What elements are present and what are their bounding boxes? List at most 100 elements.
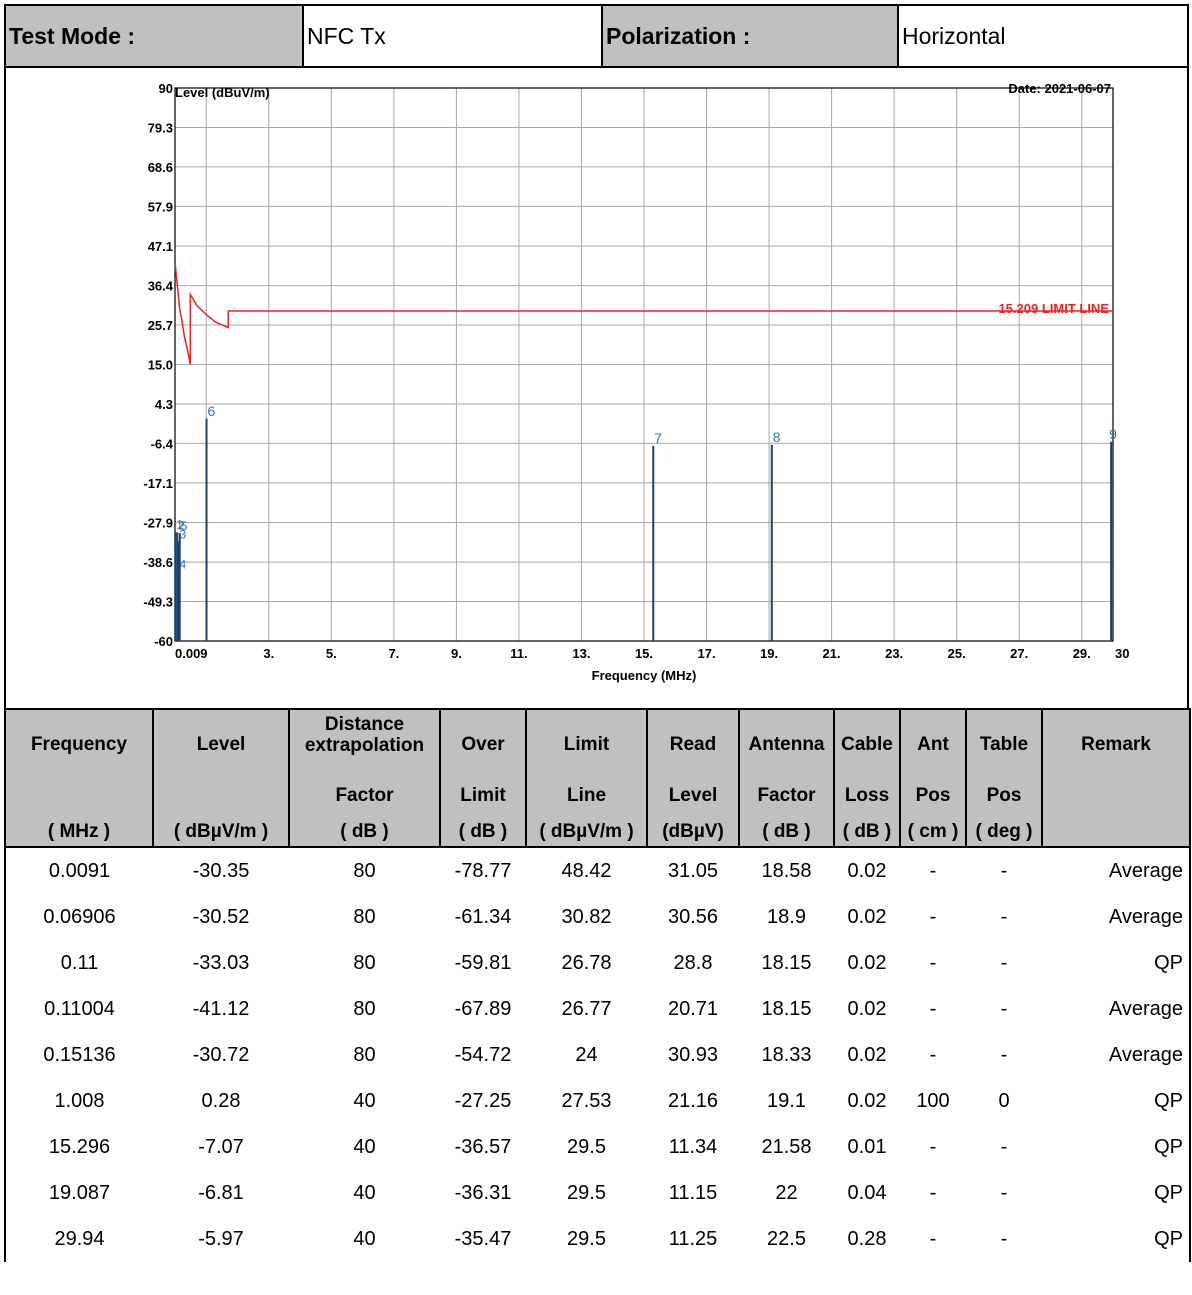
- marker-label: 7: [654, 430, 662, 446]
- table-row: 0.06906 -30.52 80 -61.34 30.82 30.56 18.9 0.02 -…: [4, 894, 1191, 940]
- table-cell: 0.0091: [4, 847, 153, 894]
- table-cell: 29.5: [567, 1135, 606, 1158]
- table-cell: 18.15: [761, 997, 812, 1020]
- table-cell: -27.25: [454, 1089, 512, 1112]
- column-header-line: Ant: [917, 734, 949, 755]
- table-cell: 18.9: [767, 905, 806, 928]
- table-cell: -: [1000, 1227, 1008, 1250]
- y-tick-label: -49.3: [143, 595, 173, 610]
- column-header-line: Over: [461, 734, 505, 755]
- table-cell: -: [1000, 1135, 1008, 1158]
- table-cell: 0.11: [4, 940, 153, 986]
- column-header: Limit Line ( dBµV/m ): [525, 708, 648, 848]
- x-tick-label: 11.: [510, 646, 527, 661]
- polarization-value: Horizontal: [899, 6, 1187, 66]
- table-cell: 18.33: [761, 1043, 812, 1066]
- table-cell: 80: [353, 997, 376, 1020]
- marker-label: 5: [181, 519, 188, 533]
- y-tick-label: -27.9: [143, 516, 173, 531]
- table-cell: -67.89: [454, 997, 512, 1020]
- column-header: Remark: [1041, 708, 1191, 848]
- column-header-line: Table: [979, 734, 1029, 755]
- column-header-line: Level: [196, 734, 246, 755]
- column-header: Over Limit ( dB ): [439, 708, 527, 848]
- table-cell: 40: [353, 1089, 376, 1112]
- table-header-row: Frequency ( MHz ) Level ( dBµV/m ) Distance …: [4, 708, 1191, 848]
- y-tick-label: -38.6: [143, 555, 173, 570]
- table-cell: -35.47: [454, 1227, 512, 1250]
- table-cell: -: [1000, 1043, 1008, 1066]
- chart-series: [174, 264, 1113, 365]
- x-tick-label: 5.: [326, 646, 337, 661]
- column-header-line: Factor: [335, 785, 394, 806]
- table-cell: 80: [353, 1043, 376, 1066]
- y-tick-label: 36.4: [148, 279, 174, 294]
- marker-label: 3: [179, 528, 186, 542]
- table-cell: 18.15: [761, 951, 812, 974]
- table-cell: -: [1000, 859, 1008, 882]
- table-cell: -: [1000, 1181, 1008, 1204]
- emission-chart: 9079.368.657.947.136.425.715.04.3-6.4-17…: [143, 81, 1129, 683]
- chart-panel: 90 79.3 68.6 57.9 47.1 36.4 25.7 15.0 4.3 -6.4 -17…: [4, 66, 1189, 710]
- table-cell: 18.58: [761, 859, 812, 882]
- table-row: 29.94 -5.97 40 -35.47 29.5 11.25 22.5 0.28 - - QP: [4, 1216, 1191, 1262]
- table-cell: 0.02: [847, 1043, 887, 1066]
- table-cell: 0.04: [847, 1181, 887, 1204]
- table-row: 1.008 0.28 40 -27.25 27.53 21.16 19.1 0.02 100 0 Q…: [4, 1078, 1191, 1124]
- test-info-header: Test Mode : NFC Tx Polarization : Horizo…: [4, 4, 1189, 68]
- column-header: Table Pos ( deg ): [965, 708, 1043, 848]
- test-mode-value: NFC Tx: [304, 6, 603, 66]
- measurement-table: Frequency ( MHz ) Level ( dBµV/m ) Distance …: [4, 708, 1191, 1262]
- table-cell: -33.03: [192, 951, 250, 974]
- x-tick-label: 17.: [697, 646, 715, 661]
- table-cell: 27.53: [561, 1089, 612, 1112]
- marker-label: 9: [1109, 426, 1117, 442]
- column-header-line: Line: [566, 785, 607, 806]
- y-tick-label: 57.9: [148, 199, 173, 214]
- column-header-line: Limit: [460, 785, 506, 806]
- table-cell: -59.81: [454, 951, 512, 974]
- limit-line: [174, 264, 1113, 365]
- column-header: Level ( dBµV/m ): [152, 708, 290, 848]
- table-cell: 0.11004: [4, 986, 153, 1032]
- column-header-line: Read: [669, 734, 717, 755]
- table-cell: 21.58: [761, 1135, 812, 1158]
- y-tick-label: 15.0: [148, 358, 173, 373]
- table-cell: 0.02: [847, 1089, 887, 1112]
- table-cell: 40: [353, 1135, 376, 1158]
- column-header-line: Loss: [844, 785, 890, 806]
- x-tick-label: 27.: [1010, 646, 1028, 661]
- test-mode-label: Test Mode :: [6, 6, 304, 66]
- table-cell: 31.05: [667, 859, 719, 882]
- limit-line-label: 15.209 LIMIT LINE: [998, 301, 1109, 316]
- column-header-line: ( dB ): [762, 821, 811, 842]
- table-cell: -: [929, 905, 937, 928]
- y-tick-label: 25.7: [148, 318, 173, 333]
- table-cell: 21.16: [667, 1089, 719, 1112]
- table-row: 0.11004 -41.12 80 -67.89 26.77 20.71 18.15 0.02…: [4, 986, 1191, 1032]
- table-cell: 26.78: [561, 951, 612, 974]
- column-header-line: ( deg ): [975, 821, 1033, 842]
- x-tick-label: 29.: [1073, 646, 1091, 661]
- table-cell: 80: [353, 951, 376, 974]
- column-header-line: Pos: [915, 785, 951, 806]
- table-cell: 11.34: [668, 1135, 718, 1158]
- y-tick-label: 68.6: [148, 160, 173, 175]
- table-cell: -30.35: [192, 859, 250, 882]
- column-header-line: ( MHz ): [47, 821, 111, 842]
- y-tick-label: -17.1: [143, 476, 173, 491]
- marker-label: 1: [176, 518, 183, 532]
- table-cell: 19.1: [767, 1089, 806, 1112]
- column-header: Cable Loss ( dB ): [833, 708, 901, 848]
- table-cell: -: [929, 1227, 937, 1250]
- table-cell: 0.28: [847, 1227, 887, 1250]
- table-cell: -: [929, 997, 937, 1020]
- table-cell: 0.02: [847, 859, 887, 882]
- table-cell: 29.5: [567, 1181, 606, 1204]
- y-tick-label: 47.1: [148, 239, 173, 254]
- table-cell: -30.72: [192, 1043, 250, 1066]
- table-cell: QP: [1042, 1216, 1191, 1262]
- table-cell: -30.52: [192, 905, 250, 928]
- table-cell: 40: [353, 1181, 376, 1204]
- table-cell: QP: [1042, 1078, 1191, 1124]
